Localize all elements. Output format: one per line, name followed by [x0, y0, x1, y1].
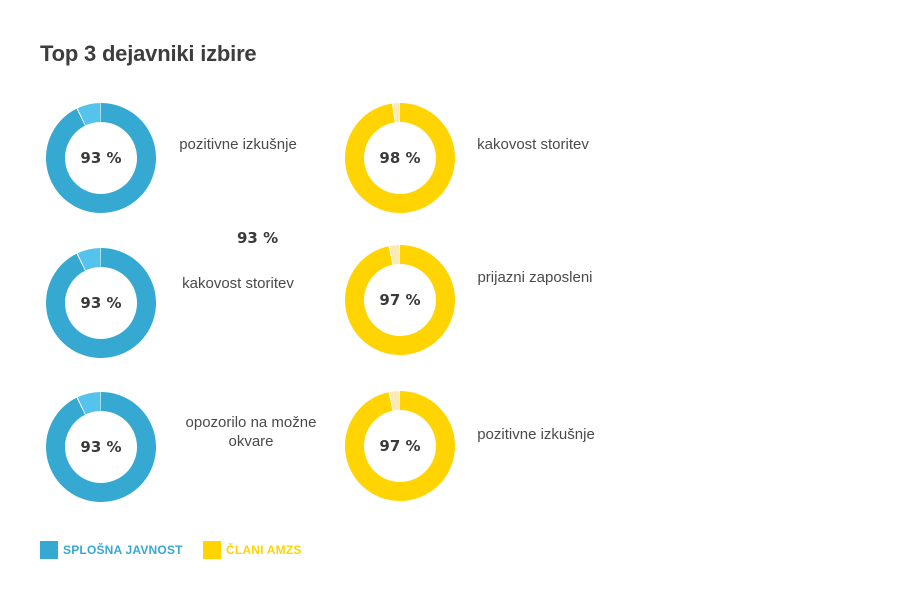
donut-members-1-ring: [345, 103, 455, 213]
label-general-3: opozorilo na možne okvare: [185, 414, 317, 450]
legend-label-members: ČLANI AMZS: [226, 543, 302, 557]
donut-members-3-value: 97 %: [379, 437, 421, 455]
stray-value-label: 93 %: [237, 229, 279, 247]
donut-value-arc: [345, 391, 455, 501]
donut-remainder-arc: [77, 392, 101, 415]
legend-label-general: SPLOŠNA JAVNOST: [63, 543, 183, 557]
donut-remainder-arc: [389, 391, 400, 411]
donut-general-1-ring: [45, 103, 156, 213]
donut-general-1: 93 %: [45, 102, 157, 214]
donut-remainder-arc: [393, 103, 400, 123]
donut-members-3-ring: [345, 391, 455, 501]
donut-general-3-value: 93 %: [80, 438, 122, 456]
label-members-1: kakovost storitev: [477, 136, 589, 153]
donut-members-1-value: 98 %: [379, 149, 421, 167]
donut-members-2: 97 %: [344, 244, 456, 356]
legend-swatch-general: [40, 541, 58, 559]
donut-value-arc: [45, 103, 156, 213]
legend-swatch-members: [203, 541, 221, 559]
donut-members-2-value: 97 %: [379, 291, 421, 309]
label-members-3: pozitivne izkušnje: [477, 426, 595, 443]
donut-general-3-ring: [45, 392, 156, 502]
donut-general-3: 93 %: [45, 391, 157, 503]
donut-remainder-arc: [77, 248, 101, 271]
donut-general-1-value: 93 %: [80, 149, 122, 167]
donut-members-2-ring: [345, 245, 455, 355]
donut-value-arc: [45, 392, 156, 502]
donut-value-arc: [345, 103, 455, 213]
label-general-1: pozitivne izkušnje: [179, 136, 297, 153]
chart-title: Top 3 dejavniki izbire: [40, 41, 257, 66]
donut-general-2: 93 %: [45, 247, 157, 359]
legend-item-general: SPLOŠNA JAVNOST: [40, 541, 183, 559]
label-members-2: prijazni zaposleni: [477, 269, 593, 286]
donut-value-arc: [45, 248, 156, 358]
donut-members-1: 98 %: [344, 102, 456, 214]
label-general-2: kakovost storitev: [182, 275, 294, 292]
donut-general-2-value: 93 %: [80, 294, 122, 312]
donut-value-arc: [345, 245, 455, 355]
donut-remainder-arc: [77, 103, 101, 126]
donut-remainder-arc: [389, 245, 400, 265]
donut-general-2-ring: [45, 248, 156, 358]
legend-item-members: ČLANI AMZS: [203, 541, 302, 559]
donut-members-3: 97 %: [344, 390, 456, 502]
